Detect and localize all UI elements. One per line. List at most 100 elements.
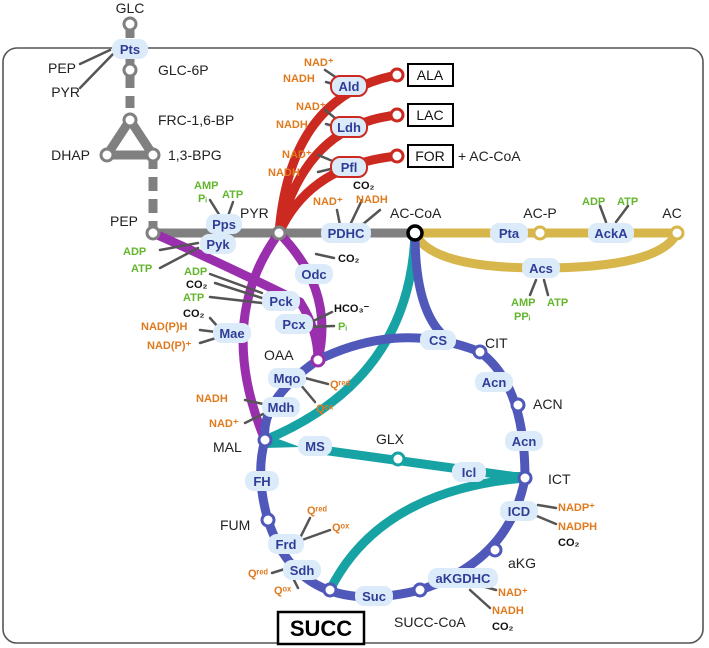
enzyme-cs: CS: [420, 330, 456, 350]
node-cit: [472, 344, 488, 360]
node-dhap: [99, 147, 115, 163]
cofactor-labels: NAD⁺ NADH NAD⁺ NADH NAD⁺ NADH NAD⁺ CO₂ N…: [123, 57, 638, 633]
cofactor-acs-atp: ATP: [547, 297, 568, 309]
svg-text:Pta: Pta: [499, 226, 520, 241]
svg-text:Acn: Acn: [512, 434, 537, 449]
node-pyr: [271, 225, 287, 241]
cofactor-pcx-pi: Pᵢ: [338, 321, 347, 333]
svg-text:Odc: Odc: [301, 267, 326, 282]
node-succcoa: [412, 582, 428, 598]
enzyme-acs: Acs: [522, 258, 560, 278]
enzyme-acn-1: Acn: [475, 372, 513, 392]
enzyme-pcx: Pcx: [275, 314, 313, 334]
label-frc16bp: FRC-1,6-BP: [158, 112, 234, 128]
metabolite-labels: GLC PEP PYR GLC-6P FRC-1,6-BP DHAP 1,3-B…: [48, 0, 682, 641]
svg-text:Acs: Acs: [529, 261, 553, 276]
svg-text:Mqo: Mqo: [274, 371, 301, 386]
enzyme-ms: MS: [298, 436, 332, 456]
svg-text:Pts: Pts: [120, 42, 140, 57]
svg-text:Icl: Icl: [462, 465, 476, 480]
ms-wedge: [265, 434, 300, 448]
cofactor-mae-co2: CO₂: [183, 308, 205, 320]
svg-text:Ldh: Ldh: [337, 120, 361, 135]
cofactor-pps-atp: ATP: [222, 189, 243, 201]
node-glx: [390, 451, 406, 467]
accoa-to-ms-line: [263, 232, 420, 445]
svg-text:Ald: Ald: [339, 79, 360, 94]
cofactor-frd-qred: Qʳᵉᵈ: [307, 505, 327, 517]
node-glc: [122, 16, 138, 32]
node-ala: [389, 67, 405, 83]
cofactor-mqo-qred: Qʳᵉᵈ: [330, 379, 350, 391]
label-akg: aKG: [508, 555, 536, 571]
svg-text:MS: MS: [305, 439, 325, 454]
svg-text:Mdh: Mdh: [268, 400, 295, 415]
enzyme-frd: Frd: [268, 534, 304, 554]
cofactor-akg-co2: CO₂: [492, 621, 514, 633]
enzyme-acn-2: Acn: [505, 431, 543, 451]
node-fum: [260, 512, 276, 528]
svg-text:CS: CS: [429, 333, 447, 348]
svg-text:ICD: ICD: [508, 504, 530, 519]
label-oaa: OAA: [264, 347, 294, 363]
node-ict: [517, 470, 533, 486]
label-for: FOR: [415, 148, 445, 164]
node-acp: [532, 225, 548, 241]
enzyme-fh: FH: [245, 471, 279, 491]
cofactor-pdhc-nad: NAD⁺: [313, 196, 343, 208]
enzyme-odc: Odc: [295, 264, 333, 284]
enzyme-pills: Pts Ald Ldh Pfl Pps Pyk PDHC Pta AckA Ac…: [112, 39, 634, 606]
label-accoa: AC-CoA: [390, 205, 442, 221]
svg-text:Sdh: Sdh: [290, 563, 315, 578]
node-bpg: [145, 147, 161, 163]
cofactor-pck-adp: ADP: [184, 266, 207, 278]
label-for-extra: + AC-CoA: [458, 148, 521, 164]
pyr-to-ala-line: [274, 70, 398, 234]
pyr-to-lac-line: [274, 110, 398, 235]
cofactor-akg-nad: NAD⁺: [498, 587, 528, 599]
svg-text:Pyk: Pyk: [206, 237, 230, 252]
node-akg: [487, 542, 503, 558]
svg-text:Acn: Acn: [482, 375, 507, 390]
cofactor-acka-adp: ADP: [582, 196, 605, 208]
cofactor-mae-nadph: NAD(P)H: [141, 321, 187, 333]
node-acn: [510, 397, 526, 413]
label-glc6p: GLC-6P: [158, 62, 209, 78]
svg-text:Pcx: Pcx: [282, 317, 306, 332]
label-ac: AC: [662, 205, 681, 221]
enzyme-pyk: Pyk: [200, 234, 236, 254]
label-pep-in: PEP: [48, 60, 76, 76]
cofactor-acka-atp: ATP: [617, 196, 638, 208]
svg-text:Suc: Suc: [362, 589, 386, 604]
node-glc6p: [122, 62, 138, 78]
box-succ: [276, 610, 366, 646]
svg-text:Pps: Pps: [212, 217, 236, 232]
label-succ: SUCC: [290, 616, 352, 641]
svg-text:FH: FH: [253, 474, 270, 489]
label-pyr-in: PYR: [51, 84, 80, 100]
cofactor-mae-nadp: NAD(P)⁺: [147, 340, 191, 352]
label-fum: FUM: [220, 517, 250, 533]
cofactor-odc-co2: CO₂: [338, 253, 360, 265]
cofactor-pck-co2: CO₂: [186, 279, 208, 291]
fermentation-pathways: [274, 70, 398, 235]
cofactor-icd-nadph: NADPH: [558, 521, 597, 533]
cofactor-acs-amp: AMP: [511, 297, 535, 309]
cofactor-pfl-nad: NAD⁺: [282, 149, 312, 161]
svg-text:Mae: Mae: [219, 326, 244, 341]
cofactor-pfl-nadh: NADH: [268, 167, 300, 179]
svg-text:AckA: AckA: [594, 226, 628, 241]
node-mal: [257, 432, 273, 448]
node-lac: [389, 107, 405, 123]
cofactor-frd-qox: Qᵒˣ: [332, 522, 350, 534]
cofactor-pps-amp: AMP: [194, 180, 218, 192]
icl-to-succ-line: [325, 473, 526, 593]
enzyme-ald: Ald: [330, 75, 368, 97]
svg-text:aKGDHC: aKGDHC: [436, 571, 492, 586]
label-bpg: 1,3-BPG: [168, 147, 222, 163]
metabolite-nodes: [99, 16, 685, 598]
enzyme-pck: Pck: [262, 291, 300, 311]
enzyme-icd: ICD: [500, 501, 538, 521]
cofactor-pyk-atp: ATP: [131, 263, 152, 275]
node-pep: [145, 225, 161, 241]
